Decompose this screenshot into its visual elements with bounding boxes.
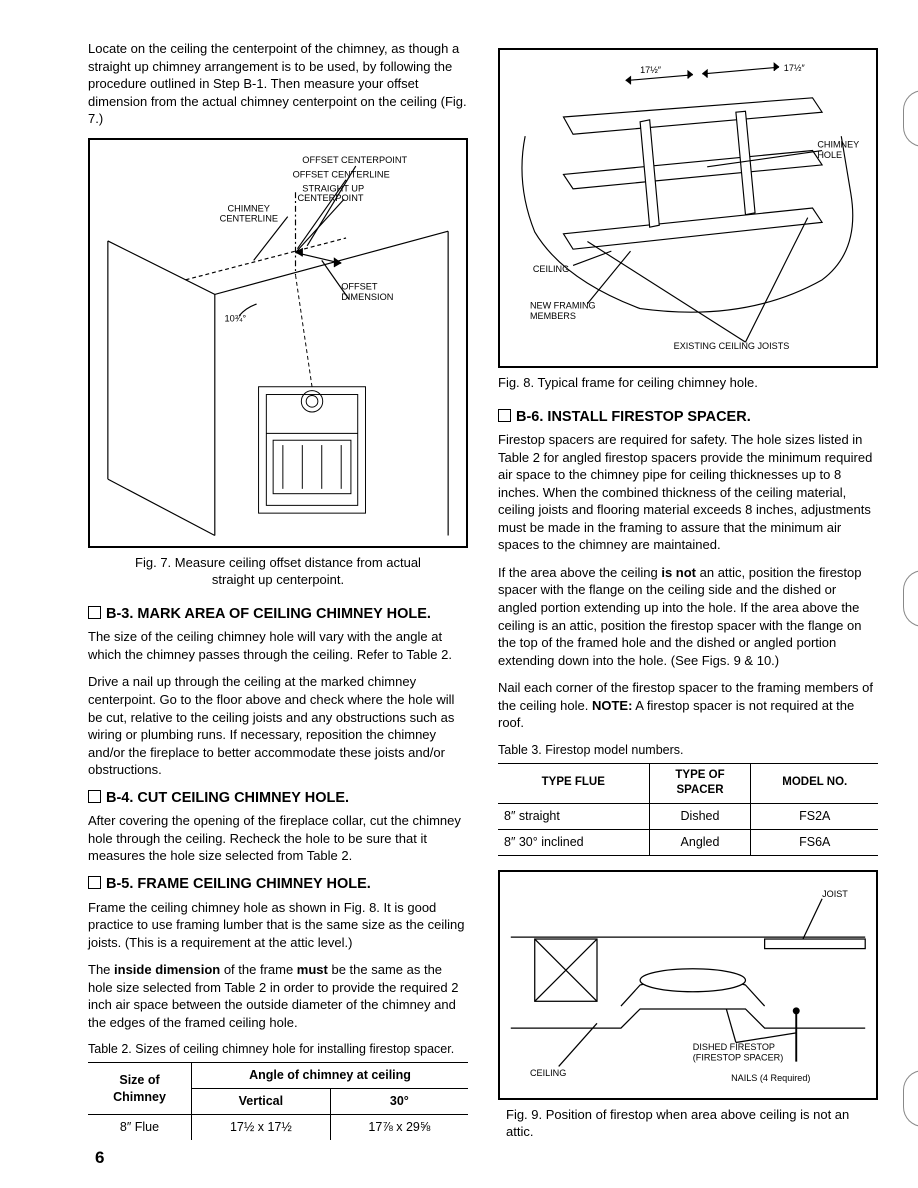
b5-para-2: The inside dimension of the frame must b…: [88, 961, 468, 1031]
figure-7-svg: OFFSET CENTERPOINT OFFSET CENTERLINE STR…: [103, 143, 453, 543]
page-edge-arc: [903, 90, 918, 147]
heading-b4: B-4. CUT CEILING CHIMNEY HOLE.: [88, 789, 468, 809]
page-edge-arc: [903, 1070, 918, 1127]
svg-text:CEILING: CEILING: [530, 1068, 566, 1078]
b3-para-1: The size of the ceiling chimney hole wil…: [88, 628, 468, 663]
left-column: Locate on the ceiling the centerpoint of…: [30, 40, 468, 1157]
table-row: 8″ straight Dished FS2A: [498, 803, 878, 829]
table-2-title: Table 2. Sizes of ceiling chimney hole f…: [88, 1041, 468, 1058]
svg-text:CEILING: CEILING: [533, 264, 569, 274]
figure-9-svg: JOIST CEILING DISHED FIRESTOP (FIRESTOP …: [506, 875, 870, 1095]
svg-text:17½″: 17½″: [640, 65, 662, 75]
b3-para-2: Drive a nail up through the ceiling at t…: [88, 673, 468, 778]
heading-b6: B-6. INSTALL FIRESTOP SPACER.: [498, 408, 878, 428]
svg-text:JOIST: JOIST: [822, 888, 848, 898]
intro-paragraph: Locate on the ceiling the centerpoint of…: [88, 40, 468, 128]
b6-para-1: Firestop spacers are required for safety…: [498, 431, 878, 554]
figure-8-caption: Fig. 8. Typical frame for ceiling chimne…: [498, 374, 878, 392]
svg-text:OFFSET: OFFSET: [341, 281, 378, 291]
svg-text:OFFSET CENTERPOINT: OFFSET CENTERPOINT: [302, 155, 407, 165]
svg-text:NEW FRAMING: NEW FRAMING: [530, 301, 596, 311]
figure-7-box: OFFSET CENTERPOINT OFFSET CENTERLINE STR…: [88, 138, 468, 548]
svg-text:STRAIGHT UP: STRAIGHT UP: [302, 183, 364, 193]
b6-para-3: Nail each corner of the firestop spacer …: [498, 679, 878, 732]
svg-text:CENTERPOINT: CENTERPOINT: [297, 193, 363, 203]
figure-9-box: JOIST CEILING DISHED FIRESTOP (FIRESTOP …: [498, 870, 878, 1100]
figure-8-box: 17½″ 17½″ CHIMNEY HOLE CEILING NEW FRAMI…: [498, 48, 878, 368]
svg-text:EXISTING CEILING JOISTS: EXISTING CEILING JOISTS: [674, 341, 790, 351]
b5-para-1: Frame the ceiling chimney hole as shown …: [88, 899, 468, 952]
checkbox-icon: [88, 790, 101, 803]
svg-text:(FIRESTOP SPACER): (FIRESTOP SPACER): [693, 1052, 783, 1062]
b6-para-2: If the area above the ceiling is not an …: [498, 564, 878, 669]
svg-text:NAILS (4 Required): NAILS (4 Required): [731, 1072, 810, 1082]
svg-text:DIMENSION: DIMENSION: [341, 292, 393, 302]
checkbox-icon: [498, 409, 511, 422]
page-edge-arc: [903, 570, 918, 627]
checkbox-icon: [88, 876, 101, 889]
svg-text:OFFSET CENTERLINE: OFFSET CENTERLINE: [293, 169, 390, 179]
svg-text:CENTERLINE: CENTERLINE: [220, 213, 278, 223]
table-3-title: Table 3. Firestop model numbers.: [498, 742, 878, 759]
b4-para-1: After covering the opening of the firepl…: [88, 812, 468, 865]
two-column-layout: Locate on the ceiling the centerpoint of…: [30, 40, 888, 1157]
page: Locate on the ceiling the centerpoint of…: [0, 0, 918, 1188]
checkbox-icon: [88, 606, 101, 619]
svg-text:HOLE: HOLE: [817, 150, 842, 160]
svg-text:MEMBERS: MEMBERS: [530, 311, 576, 321]
heading-b3: B-3. MARK AREA OF CEILING CHIMNEY HOLE.: [88, 605, 468, 625]
page-number: 6: [95, 1147, 104, 1170]
figure-7-caption: Fig. 7. Measure ceiling offset distance …: [88, 554, 468, 589]
table-row: 8″ 30° inclined Angled FS6A: [498, 829, 878, 855]
right-column: 17½″ 17½″ CHIMNEY HOLE CEILING NEW FRAMI…: [498, 40, 888, 1157]
figure-8-svg: 17½″ 17½″ CHIMNEY HOLE CEILING NEW FRAMI…: [506, 53, 870, 363]
svg-text:CHIMNEY: CHIMNEY: [227, 203, 270, 213]
table-2: Size of Chimney Angle of chimney at ceil…: [88, 1062, 468, 1140]
table-3: TYPE FLUE TYPE OF SPACER MODEL NO. 8″ st…: [498, 763, 878, 856]
figure-9-caption: Fig. 9. Position of firestop when area a…: [498, 1106, 878, 1141]
svg-text:10¾°: 10¾°: [225, 313, 247, 323]
svg-text:DISHED FIRESTOP: DISHED FIRESTOP: [693, 1042, 775, 1052]
svg-text:17½″: 17½″: [784, 63, 806, 73]
heading-b5: B-5. FRAME CEILING CHIMNEY HOLE.: [88, 875, 468, 895]
svg-text:CHIMNEY: CHIMNEY: [817, 140, 859, 150]
